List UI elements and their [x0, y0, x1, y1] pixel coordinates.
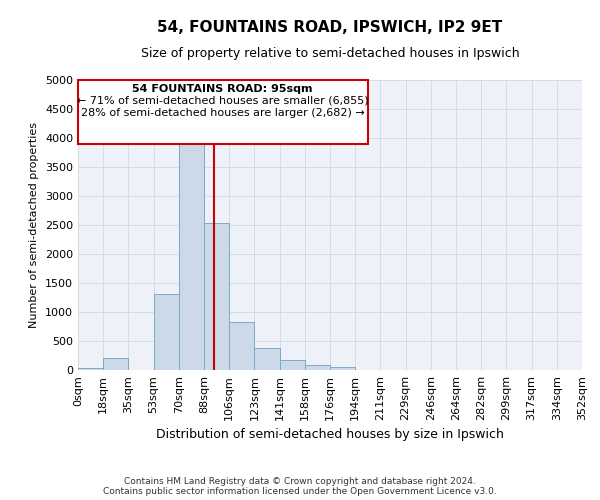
Bar: [78, 368, 103, 370]
Bar: [280, 360, 305, 370]
Bar: [229, 322, 254, 370]
FancyBboxPatch shape: [78, 80, 368, 144]
Bar: [254, 348, 280, 370]
Bar: [103, 358, 128, 370]
Text: 54, FOUNTAINS ROAD, IPSWICH, IP2 9ET: 54, FOUNTAINS ROAD, IPSWICH, IP2 9ET: [157, 20, 503, 35]
Text: 28% of semi-detached houses are larger (2,682) →: 28% of semi-detached houses are larger (…: [81, 108, 365, 118]
Text: Contains public sector information licensed under the Open Government Licence v3: Contains public sector information licen…: [103, 488, 497, 496]
Bar: [204, 224, 229, 370]
Bar: [305, 365, 330, 370]
X-axis label: Distribution of semi-detached houses by size in Ipswich: Distribution of semi-detached houses by …: [156, 428, 504, 442]
Bar: [330, 366, 355, 370]
Text: Size of property relative to semi-detached houses in Ipswich: Size of property relative to semi-detach…: [140, 48, 520, 60]
Bar: [179, 130, 204, 370]
Text: ← 71% of semi-detached houses are smaller (6,855): ← 71% of semi-detached houses are smalle…: [77, 96, 368, 106]
Bar: [154, 294, 179, 370]
Y-axis label: Number of semi-detached properties: Number of semi-detached properties: [29, 122, 40, 328]
Text: Contains HM Land Registry data © Crown copyright and database right 2024.: Contains HM Land Registry data © Crown c…: [124, 478, 476, 486]
Text: 54 FOUNTAINS ROAD: 95sqm: 54 FOUNTAINS ROAD: 95sqm: [133, 84, 313, 94]
